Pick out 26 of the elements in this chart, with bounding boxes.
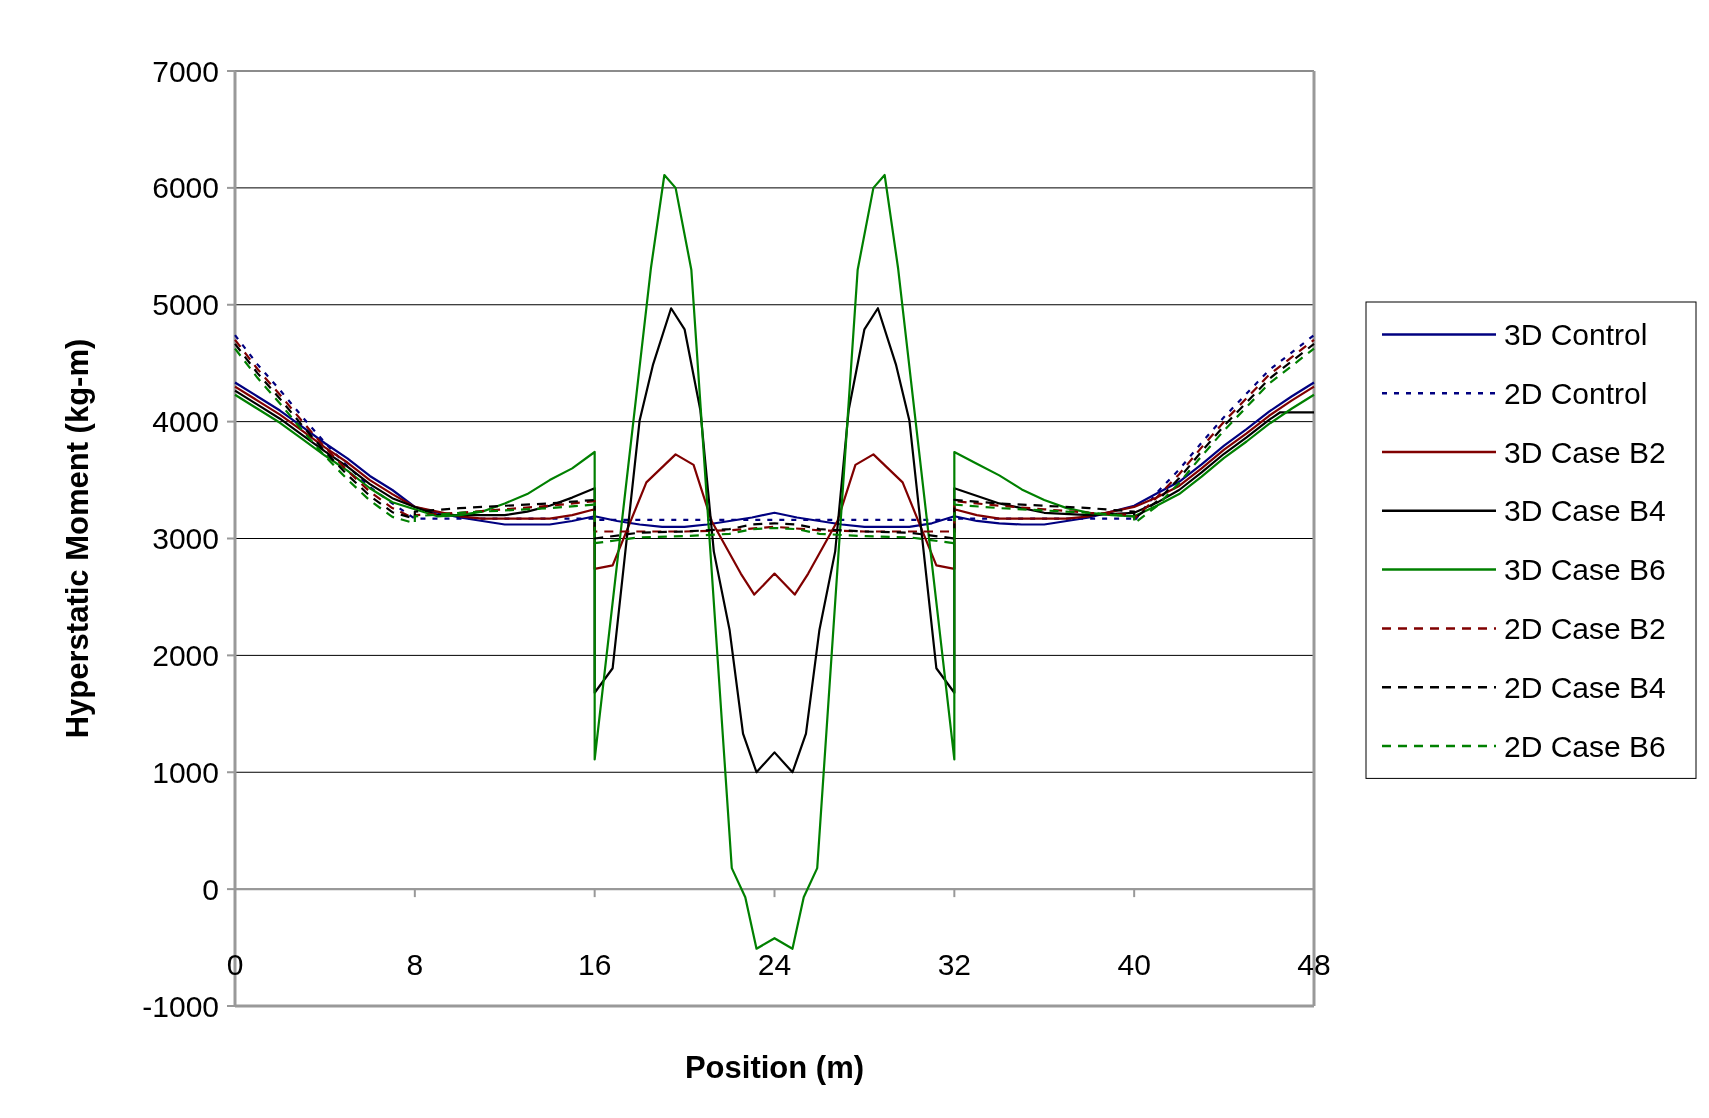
y-tick-label: 6000 [152, 171, 219, 205]
legend-label: 3D Case B4 [1504, 494, 1666, 528]
x-tick-label: 40 [1117, 948, 1151, 982]
x-tick-label: 24 [757, 948, 792, 982]
legend-label: 2D Control [1504, 376, 1648, 410]
legend-label: 3D Control [1504, 317, 1648, 351]
x-tick-label: 0 [226, 948, 244, 982]
y-tick-label: 2000 [152, 638, 219, 672]
y-tick-label: -1000 [142, 989, 219, 1023]
x-tick-label: 16 [577, 948, 612, 982]
y-axis-title: Hyperstatic Moment (kg-m) [60, 338, 95, 739]
x-axis-title: Position (m) [684, 1050, 865, 1085]
y-tick-label: 3000 [152, 522, 219, 555]
legend-label: 3D Case B2 [1504, 435, 1666, 469]
x-tick-label: 48 [1297, 948, 1331, 982]
y-tick-label: 7000 [152, 54, 219, 88]
legend-label: 2D Case B4 [1504, 670, 1666, 704]
legend-label: 2D Case B6 [1504, 729, 1666, 763]
y-tick-label: 0 [202, 872, 219, 906]
y-tick-label: 5000 [152, 288, 219, 322]
legend-label: 2D Case B2 [1504, 611, 1666, 645]
y-tick-label: 1000 [152, 755, 219, 789]
legend-label: 3D Case B6 [1504, 553, 1666, 587]
x-tick-label: 32 [937, 948, 972, 982]
x-tick-label: 8 [406, 948, 424, 982]
y-tick-label: 4000 [152, 405, 219, 439]
